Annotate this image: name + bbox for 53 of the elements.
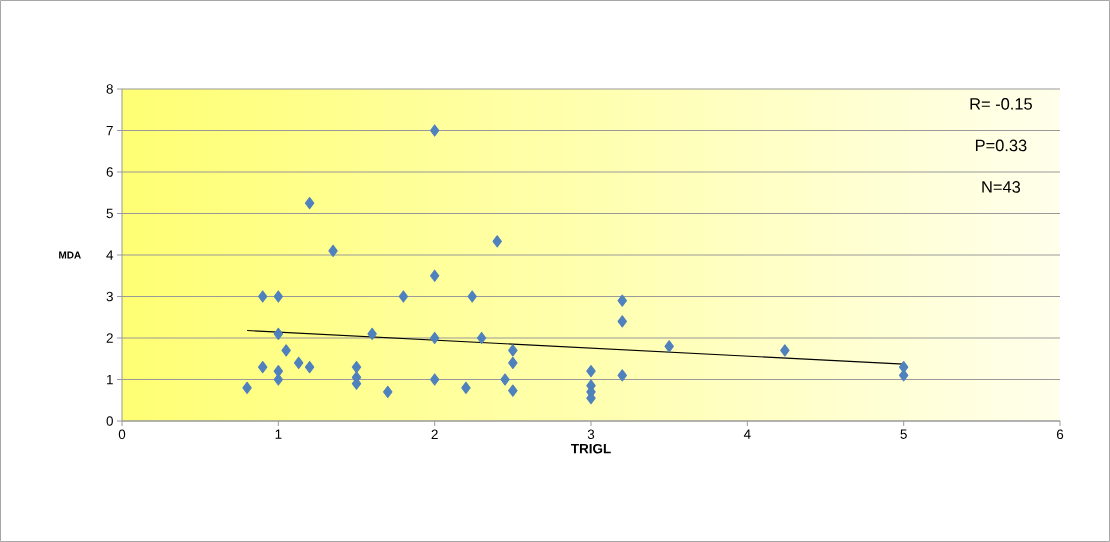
point	[476, 331, 487, 345]
point	[617, 294, 627, 307]
y-tick-label: 1	[107, 374, 113, 385]
y-tick-label: 2	[106, 333, 113, 343]
y-tick-label: 8	[106, 84, 113, 94]
point	[508, 384, 518, 397]
y-tick-label: 5	[106, 208, 113, 219]
point	[242, 381, 252, 394]
point	[429, 124, 440, 137]
point	[429, 331, 440, 345]
point	[617, 315, 627, 328]
point	[780, 344, 790, 357]
point	[383, 385, 393, 399]
point	[664, 340, 674, 353]
x-tick-label: 2	[431, 429, 438, 439]
point	[304, 360, 315, 374]
point	[617, 369, 627, 382]
point	[508, 344, 518, 357]
x-tick-label: 3	[587, 429, 595, 440]
annotation: N=43	[982, 181, 1021, 193]
point	[273, 327, 284, 340]
point	[429, 269, 440, 282]
point	[328, 244, 338, 257]
x-axis-title: TRIGL	[570, 443, 611, 454]
point	[257, 290, 268, 303]
point	[367, 327, 377, 340]
point	[293, 356, 304, 369]
point	[461, 381, 471, 394]
point	[500, 373, 510, 386]
point	[273, 290, 284, 303]
x-tick-label: 5	[900, 429, 907, 439]
annotation: R= -0.15	[970, 98, 1032, 110]
point	[304, 197, 315, 210]
y-tick-label: 0	[106, 416, 113, 426]
x-tick-label: 4	[743, 429, 751, 439]
point	[492, 235, 502, 248]
x-tick-label: 6	[1056, 429, 1064, 440]
point	[586, 365, 596, 378]
point	[429, 373, 440, 386]
point	[467, 290, 477, 303]
point	[508, 356, 518, 369]
point	[351, 360, 362, 374]
point	[257, 360, 268, 374]
annotation: P=0.33	[975, 139, 1027, 152]
point	[398, 290, 409, 303]
y-tick-label: 4	[106, 250, 114, 260]
y-tick-label: 3	[106, 291, 113, 302]
x-tick-label: 1	[275, 429, 282, 439]
y-tick-label: 6	[106, 167, 113, 177]
y-axis-title: MDA	[59, 251, 81, 259]
x-tick-label: 0	[118, 429, 126, 440]
y-tick-label: 7	[106, 125, 113, 136]
point	[281, 344, 291, 357]
